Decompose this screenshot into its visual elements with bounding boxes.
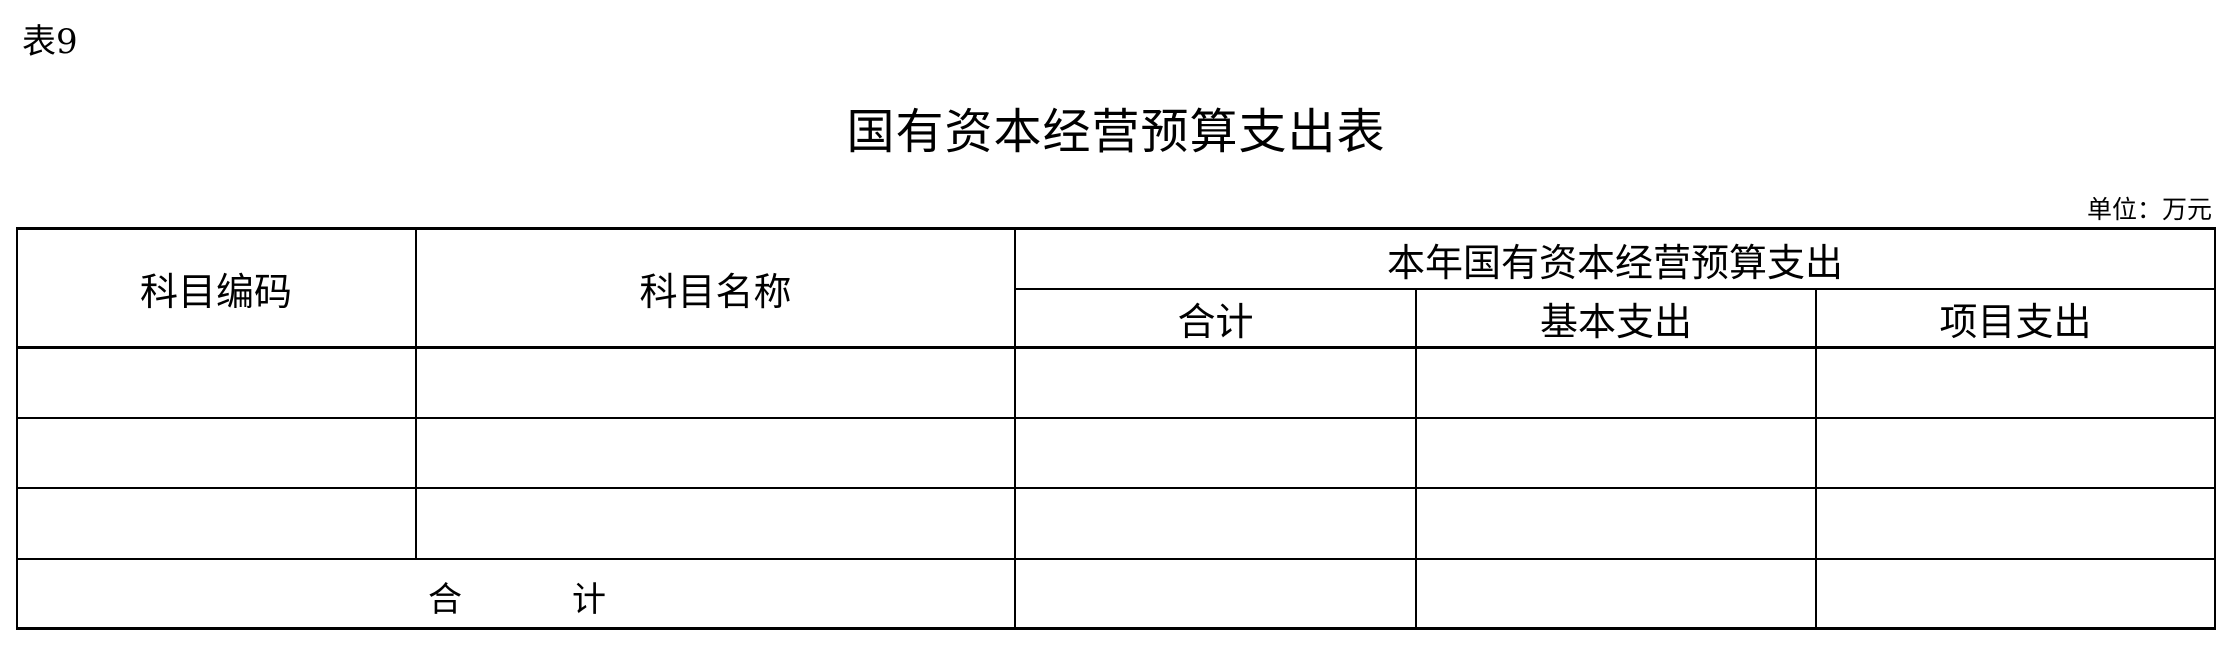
cell-total [1016,419,1415,487]
cell-code [17,419,415,487]
table-number-label: 表9 [22,22,78,62]
total-cell-total [1016,560,1415,627]
table-border-bottom [16,627,2216,630]
row-divider [16,558,2216,560]
total-cell-project [1817,560,2214,627]
column-divider [1415,289,1417,629]
total-label-2: 计 [572,580,606,620]
header-basic: 基本支出 [1539,300,1692,344]
cell-code [17,489,415,558]
cell-project [1817,419,2214,487]
total-label-1: 合 [428,580,462,620]
column-divider [415,228,417,559]
header-project: 项目支出 [1939,300,2092,344]
header-code: 科目编码 [139,269,292,314]
row-divider [16,487,2216,489]
column-divider [1014,228,1016,629]
header-total: 合计 [1177,300,1254,344]
cell-basic [1417,349,1815,417]
header-divider [1015,288,2216,290]
row-divider [16,417,2216,419]
cell-project [1817,489,2214,558]
cell-basic [1417,419,1815,487]
column-divider [1815,289,1817,629]
table-border-right [2214,228,2216,629]
header-bottom [16,346,2216,349]
page-title: 国有资本经营预算支出表 [846,104,1386,160]
cell-basic [1417,489,1815,558]
unit-label: 单位：万元 [2086,195,2212,224]
table-border-top [16,227,2216,230]
total-cell-basic [1417,560,1815,627]
header-name: 科目名称 [639,269,792,314]
cell-total [1016,489,1415,558]
header-group: 本年国有资本经营预算支出 [1386,240,1843,285]
cell-name [417,349,1014,417]
cell-code [17,349,415,417]
cell-name [417,419,1014,487]
cell-name [417,489,1014,558]
cell-project [1817,349,2214,417]
cell-total [1016,349,1415,417]
table-border-left [16,228,18,629]
